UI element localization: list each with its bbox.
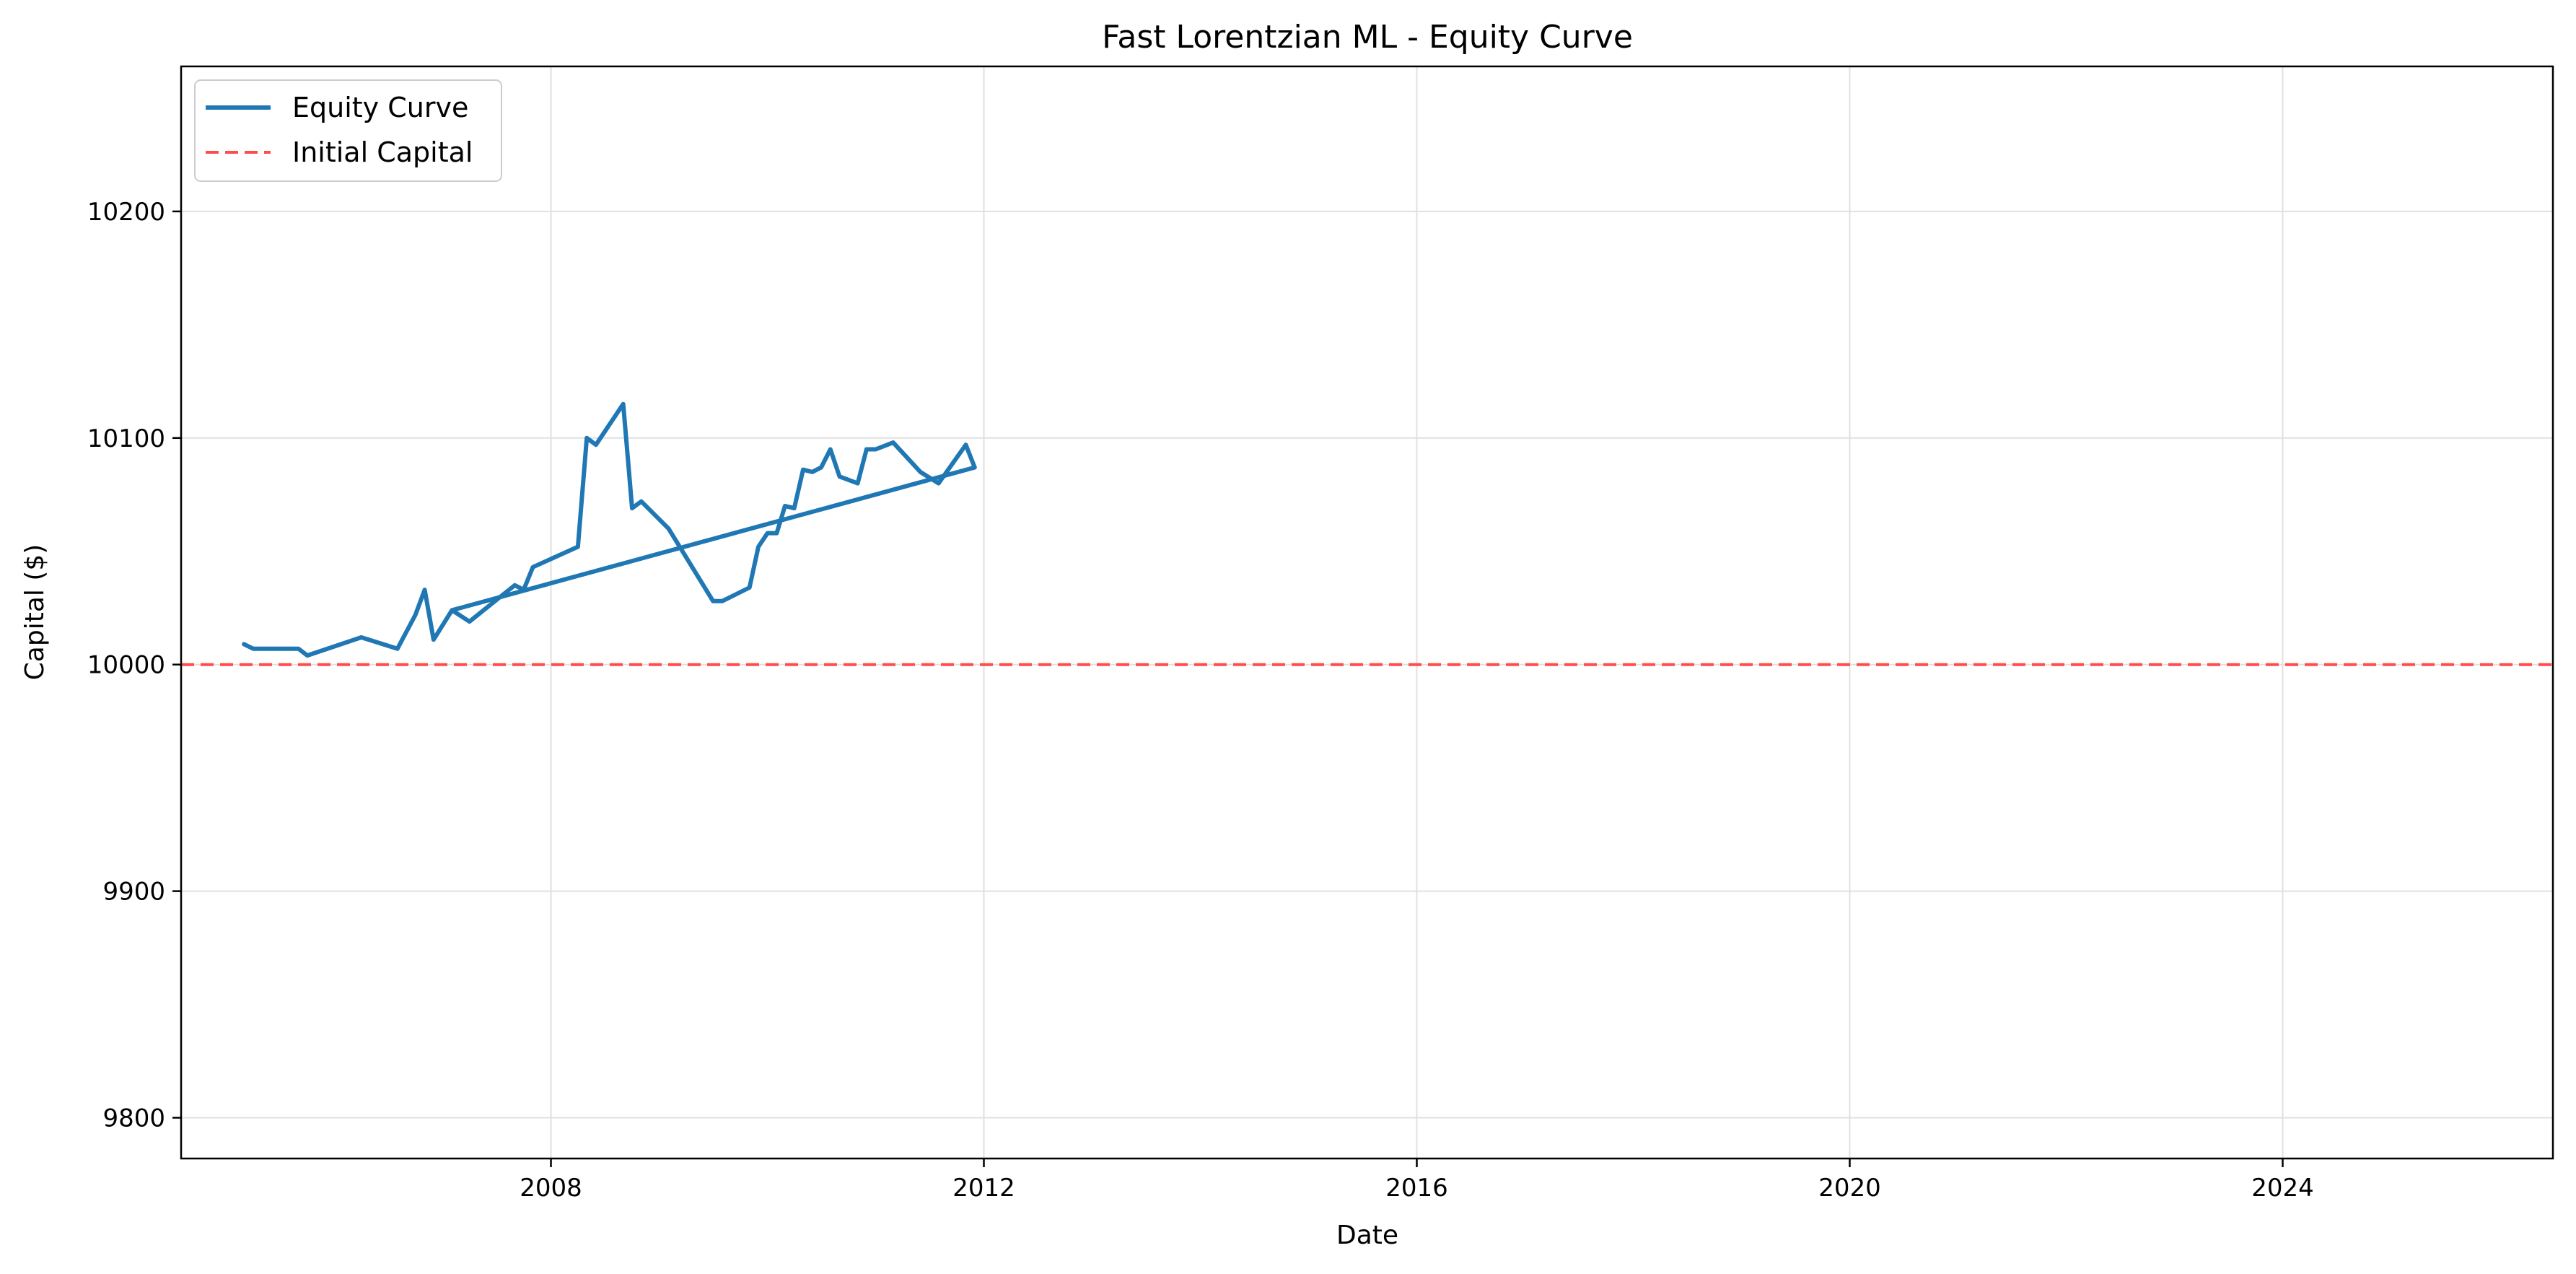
x-tick-label: 2012: [952, 1174, 1015, 1203]
y-tick-label: 10000: [87, 651, 165, 680]
x-tick-label: 2020: [1818, 1174, 1881, 1203]
y-axis-ticks: 9800 9900 10000 10100 10200: [87, 198, 181, 1133]
legend: Equity Curve Initial Capital: [194, 79, 502, 182]
series-lines: [242, 401, 977, 658]
chart-title: Fast Lorentzian ML - Equity Curve: [1102, 19, 1633, 56]
grid-lines: [181, 66, 2553, 1159]
x-axis-label: Date: [1336, 1221, 1398, 1250]
legend-box: [194, 79, 502, 182]
legend-label: Equity Curve: [292, 92, 468, 123]
plot-frame: [180, 65, 2554, 1160]
x-tick-label: 2008: [520, 1174, 582, 1203]
equity-curve-line: [242, 401, 977, 658]
y-tick-label: 10200: [87, 198, 165, 227]
y-tick-label: 9800: [102, 1104, 165, 1133]
legend-label: Initial Capital: [292, 136, 473, 168]
x-tick-label: 2024: [2251, 1174, 2314, 1203]
y-axis-label: Capital ($): [20, 544, 50, 681]
y-tick-label: 10100: [87, 424, 165, 453]
y-tick-label: 9900: [102, 878, 165, 907]
x-axis-ticks: 2008 2012 2016 2020 2024: [520, 1159, 2314, 1203]
x-tick-label: 2016: [1385, 1174, 1448, 1203]
